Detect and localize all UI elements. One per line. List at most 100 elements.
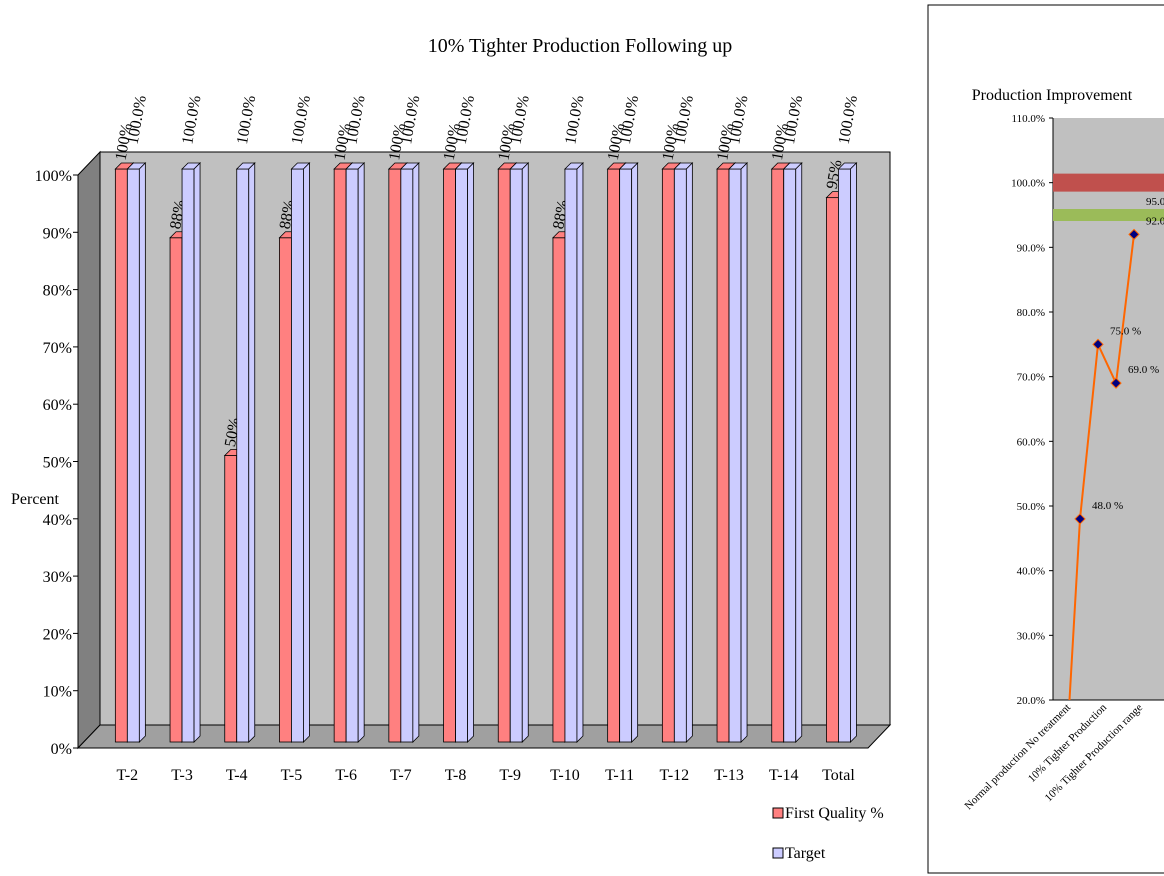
x-tick-label: T-6: [335, 767, 357, 784]
y-tick-label: 20%: [43, 626, 72, 643]
chart-title: 10% Tighter Production Following up: [428, 35, 732, 57]
bar-side: [303, 162, 310, 743]
data-label: 100.0%: [836, 94, 861, 146]
bar-side: [850, 162, 857, 743]
bar-front: [455, 168, 468, 743]
bar-front: [661, 168, 675, 743]
bar: [782, 162, 803, 743]
bar-front: [728, 168, 742, 743]
marker: [1092, 338, 1104, 351]
bar-side: [521, 162, 529, 743]
y-tick-label: 40.0%: [1017, 566, 1045, 578]
bar: [235, 162, 256, 743]
x-tick-label: T-9: [499, 767, 521, 784]
legend-swatch: [772, 807, 784, 819]
data-label: 100%: [769, 122, 792, 162]
x-tick-label: T-3: [171, 767, 193, 784]
bar-front: [838, 168, 851, 743]
bar-front: [114, 168, 128, 743]
bar-side: [412, 162, 420, 743]
x-tick-label: T-4: [226, 767, 248, 784]
data-label: 100.0%: [289, 94, 314, 146]
y-tick-label: 20.0%: [1017, 695, 1045, 707]
bar: [837, 162, 858, 743]
y-tick-label: 50.0%: [1017, 501, 1045, 513]
bar: [290, 162, 311, 743]
bar-front: [619, 168, 633, 743]
y-axis-label: Percent: [11, 491, 60, 508]
data-label: 69.0 %: [1128, 364, 1159, 376]
bar-side: [685, 162, 693, 743]
data-label: 100%: [660, 122, 683, 162]
bar-front: [400, 168, 414, 743]
y-tick-label: 80.0%: [1017, 307, 1045, 319]
bar-side: [138, 162, 146, 743]
plot: 95.0 48.0 % 75.0 % 69.0 % 92.0 %: [1053, 173, 1164, 834]
data-label: 100.0%: [507, 94, 532, 146]
bar: [563, 162, 584, 743]
x-tick-label: T-5: [281, 767, 303, 784]
x-tick-label: T-10: [550, 767, 580, 784]
bar-front: [345, 168, 359, 743]
bar-front: [716, 168, 730, 743]
x-tick-label: T-12: [660, 767, 690, 784]
data-label: 100.0%: [617, 94, 642, 146]
data-label: 100%: [605, 122, 628, 162]
bar-front: [333, 168, 347, 743]
x-tick-label: T-14: [769, 767, 799, 784]
bar-side: [740, 162, 748, 743]
data-label: 75.0 %: [1110, 325, 1141, 337]
bar: [673, 162, 694, 743]
bar-front: [509, 168, 523, 743]
data-label: 100.0%: [179, 94, 204, 146]
data-label: 100%: [113, 122, 136, 162]
bar-side: [576, 162, 584, 743]
data-label: 100.0%: [398, 94, 423, 146]
bar: [181, 162, 202, 743]
bar-side: [795, 162, 803, 743]
x-tick-label: T-13: [714, 767, 744, 784]
bar: [454, 162, 475, 743]
y-tick-label: 90%: [43, 225, 72, 242]
legend-swatch: [772, 847, 784, 859]
bar: [126, 162, 147, 743]
data-label: 95.0: [1146, 196, 1164, 208]
bar-front: [181, 168, 195, 743]
bar: [345, 162, 366, 743]
y-tick-label: 40%: [43, 512, 72, 529]
bar: [399, 162, 420, 743]
bar-front: [607, 168, 621, 743]
legend-label: Target: [785, 845, 826, 862]
data-label: 100.0%: [453, 94, 478, 146]
bar-side: [631, 162, 639, 743]
bar-side: [467, 162, 474, 743]
y-tick-label: 80%: [43, 283, 72, 300]
bar-front: [443, 168, 456, 743]
marker: [1110, 377, 1122, 389]
bar-front: [564, 168, 578, 743]
y-tick-label: 50%: [43, 455, 72, 472]
bar-front: [771, 168, 785, 743]
bar-side: [248, 162, 256, 743]
bar: [618, 162, 639, 743]
y-tick-label: 60%: [43, 397, 72, 414]
y-tick-label: 100%: [35, 168, 72, 185]
y-tick-label: 30.0%: [1017, 630, 1045, 642]
bar-front: [388, 168, 402, 743]
marker: [1057, 824, 1067, 834]
y-tick-label: 10%: [43, 684, 72, 701]
marker: [1074, 513, 1086, 525]
data-label: 100%: [441, 122, 464, 162]
x-tick-label: Total: [822, 767, 855, 784]
data-label: 100.0%: [672, 94, 697, 146]
data-label: 100.0%: [125, 94, 150, 146]
bar-side: [193, 162, 201, 743]
data-label: 48.0 %: [1092, 500, 1123, 512]
data-label: 100.0%: [726, 94, 751, 146]
side-wall: [77, 150, 101, 750]
bar-front: [497, 168, 511, 743]
data-label: 100%: [495, 122, 518, 162]
bar-front: [236, 168, 250, 743]
data-label: 100.0%: [562, 94, 587, 146]
